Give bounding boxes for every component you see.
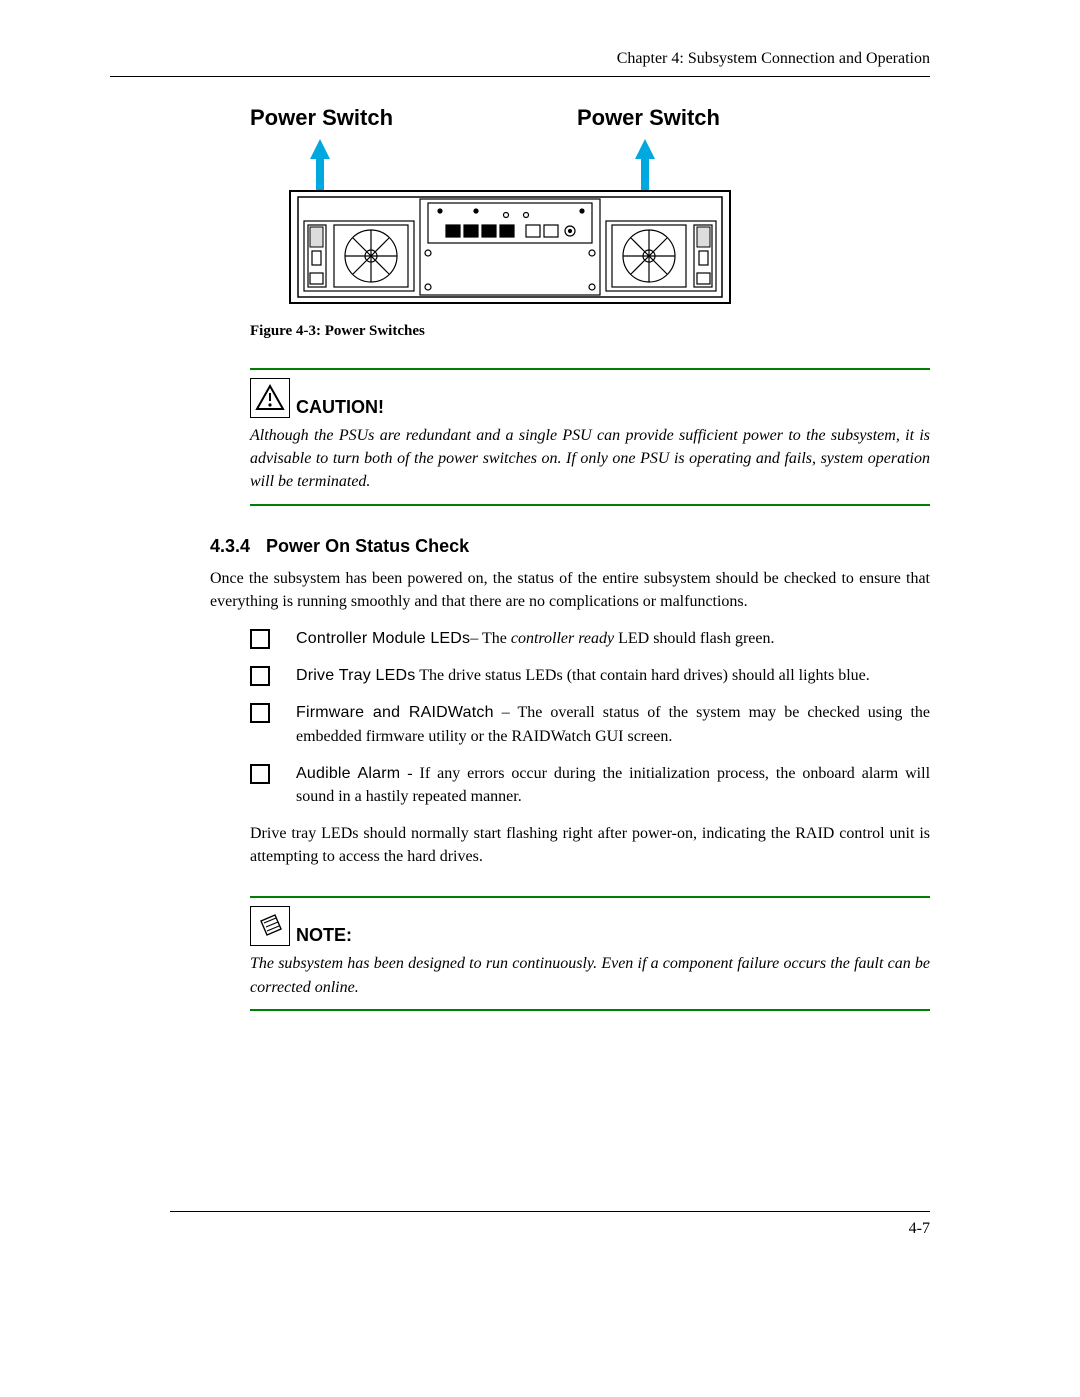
checkbox-icon: [250, 629, 270, 649]
checkbox-icon: [250, 703, 270, 723]
caution-title: CAUTION!: [296, 397, 384, 418]
list-item-text: Controller Module LEDs– The controller r…: [296, 627, 930, 650]
device-diagram: [250, 133, 750, 313]
page: Chapter 4: Subsystem Connection and Oper…: [150, 0, 930, 1298]
warning-icon: [250, 378, 290, 418]
caution-callout: CAUTION! Although the PSUs are redundant…: [250, 368, 930, 506]
note-callout: NOTE: The subsystem has been designed to…: [250, 896, 930, 1010]
list-item: Firmware and RAIDWatch – The overall sta…: [250, 701, 930, 747]
list-item: Controller Module LEDs– The controller r…: [250, 627, 930, 650]
note-title: NOTE:: [296, 925, 352, 946]
caution-body: Although the PSUs are redundant and a si…: [250, 424, 930, 494]
figure-label-right: Power Switch: [577, 105, 720, 131]
list-item-text: Firmware and RAIDWatch – The overall sta…: [296, 701, 930, 747]
content: Power Switch Power Switch: [210, 105, 930, 1238]
list-item: Drive Tray LEDs The drive status LEDs (t…: [250, 664, 930, 687]
checkbox-icon: [250, 764, 270, 784]
figure-labels: Power Switch Power Switch: [250, 105, 720, 131]
list-item-text: Drive Tray LEDs The drive status LEDs (t…: [296, 664, 930, 687]
section-title: Power On Status Check: [266, 536, 469, 556]
check-list: Controller Module LEDs– The controller r…: [250, 627, 930, 808]
figure-label-left: Power Switch: [250, 105, 393, 131]
page-footer: 4-7: [170, 1211, 930, 1238]
note-body: The subsystem has been designed to run c…: [250, 952, 930, 998]
section-heading: 4.3.4 Power On Status Check: [210, 536, 930, 557]
figure-block: Power Switch Power Switch: [250, 105, 930, 340]
section-number: 4.3.4: [210, 536, 250, 556]
section-outro: Drive tray LEDs should normally start fl…: [250, 822, 930, 868]
figure-caption: Figure 4-3: Power Switches: [250, 323, 930, 340]
note-head: NOTE:: [250, 906, 930, 946]
caution-head: CAUTION!: [250, 378, 930, 418]
section-intro: Once the subsystem has been powered on, …: [210, 567, 930, 613]
list-item-text: Audible Alarm - If any errors occur duri…: [296, 762, 930, 808]
checkbox-icon: [250, 666, 270, 686]
page-header: Chapter 4: Subsystem Connection and Oper…: [110, 50, 930, 77]
note-icon: [250, 906, 290, 946]
list-item: Audible Alarm - If any errors occur duri…: [250, 762, 930, 808]
